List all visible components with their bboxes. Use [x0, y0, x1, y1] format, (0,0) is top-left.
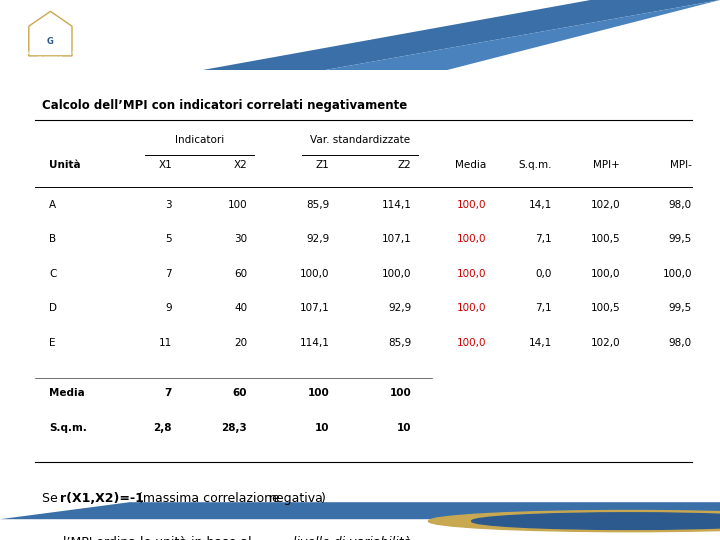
Text: 100,0: 100,0 [590, 269, 620, 279]
Text: S.q.m.: S.q.m. [518, 160, 552, 170]
Text: 85,9: 85,9 [306, 200, 329, 210]
Text: 92,9: 92,9 [388, 303, 412, 313]
Text: 100: 100 [307, 388, 329, 398]
Text: 40: 40 [234, 303, 248, 313]
Text: 10: 10 [397, 423, 412, 433]
Text: 11: 11 [159, 338, 172, 348]
Text: 7: 7 [165, 388, 172, 398]
Text: 60: 60 [234, 269, 248, 279]
Text: 100,0: 100,0 [457, 200, 487, 210]
Text: 60: 60 [233, 388, 248, 398]
Text: Indicatori: Indicatori [175, 134, 224, 145]
Text: 0,0: 0,0 [536, 269, 552, 279]
Text: Z1: Z1 [315, 160, 329, 170]
Text: 100,0: 100,0 [457, 269, 487, 279]
Polygon shape [0, 502, 720, 519]
Text: 7: 7 [166, 269, 172, 279]
Text: 100,0: 100,0 [300, 269, 329, 279]
Text: C: C [49, 269, 56, 279]
Text: MPI-: MPI- [670, 160, 692, 170]
Text: 114,1: 114,1 [382, 200, 412, 210]
Text: 7,1: 7,1 [535, 303, 552, 313]
Polygon shape [324, 0, 720, 70]
Text: 5: 5 [166, 234, 172, 245]
Circle shape [428, 510, 720, 532]
Text: 20: 20 [234, 338, 248, 348]
Text: 30: 30 [234, 234, 248, 245]
Text: 92,9: 92,9 [306, 234, 329, 245]
Text: 100,0: 100,0 [457, 338, 487, 348]
Text: D: D [49, 303, 57, 313]
Text: Media: Media [456, 160, 487, 170]
Text: Unità: Unità [49, 160, 81, 170]
Text: B: B [49, 234, 56, 245]
Text: 107,1: 107,1 [382, 234, 412, 245]
Text: Calcolo dell’MPI con indicatori correlati negativamente: Calcolo dell’MPI con indicatori correlat… [42, 99, 408, 112]
Text: 102,0: 102,0 [590, 200, 620, 210]
Text: 99,5: 99,5 [669, 234, 692, 245]
Text: 3: 3 [166, 200, 172, 210]
Text: 7,1: 7,1 [535, 234, 552, 245]
Text: 100,5: 100,5 [590, 303, 620, 313]
Text: 100: 100 [228, 200, 248, 210]
Text: 100,0: 100,0 [382, 269, 412, 279]
Text: 9: 9 [166, 303, 172, 313]
Text: 100: 100 [390, 388, 412, 398]
Text: negativa: negativa [269, 492, 324, 505]
Text: G: G [47, 37, 54, 45]
Text: E: E [49, 338, 55, 348]
Text: 14,1: 14,1 [528, 200, 552, 210]
Text: 14,1: 14,1 [528, 338, 552, 348]
Text: 114,1: 114,1 [300, 338, 329, 348]
Circle shape [472, 513, 720, 529]
Text: Dipartimento di Scienze Politiche: Dipartimento di Scienze Politiche [548, 519, 698, 529]
Text: 99,5: 99,5 [669, 303, 692, 313]
Text: A: A [49, 200, 56, 210]
Text: livello di variabilità: livello di variabilità [293, 536, 411, 540]
Text: Var. standardizzate: Var. standardizzate [310, 134, 410, 145]
Text: 100,5: 100,5 [590, 234, 620, 245]
Text: X1: X1 [158, 160, 172, 170]
Text: 100,0: 100,0 [457, 234, 487, 245]
Text: Z2: Z2 [397, 160, 412, 170]
Text: 2,8: 2,8 [153, 423, 172, 433]
Text: Media: Media [49, 388, 85, 398]
Text: 107,1: 107,1 [300, 303, 329, 313]
Text: 100,0: 100,0 [457, 303, 487, 313]
Text: 10: 10 [315, 423, 329, 433]
Text: 28,3: 28,3 [222, 423, 248, 433]
Text: l’MPI ordina le unità in base al: l’MPI ordina le unità in base al [63, 536, 256, 540]
Text: 102,0: 102,0 [590, 338, 620, 348]
Polygon shape [29, 11, 72, 56]
Text: r(X1,X2)=-1: r(X1,X2)=-1 [60, 492, 144, 505]
Text: Se: Se [42, 492, 62, 505]
Text: 100,0: 100,0 [662, 269, 692, 279]
Text: 98,0: 98,0 [669, 338, 692, 348]
Text: MPI+: MPI+ [593, 160, 620, 170]
Text: ): ) [320, 492, 325, 505]
Text: MPI : metodologia di costruzione: MPI : metodologia di costruzione [122, 28, 372, 43]
Text: X2: X2 [233, 160, 248, 170]
Text: (massima correlazione: (massima correlazione [134, 492, 284, 505]
Text: 98,0: 98,0 [669, 200, 692, 210]
Text: UNIVERSITÀ DEGLI STUDI
DI GENOVA: UNIVERSITÀ DEGLI STUDI DI GENOVA [23, 51, 78, 60]
Polygon shape [202, 0, 720, 70]
Text: S.q.m.: S.q.m. [49, 423, 87, 433]
Text: 85,9: 85,9 [388, 338, 412, 348]
